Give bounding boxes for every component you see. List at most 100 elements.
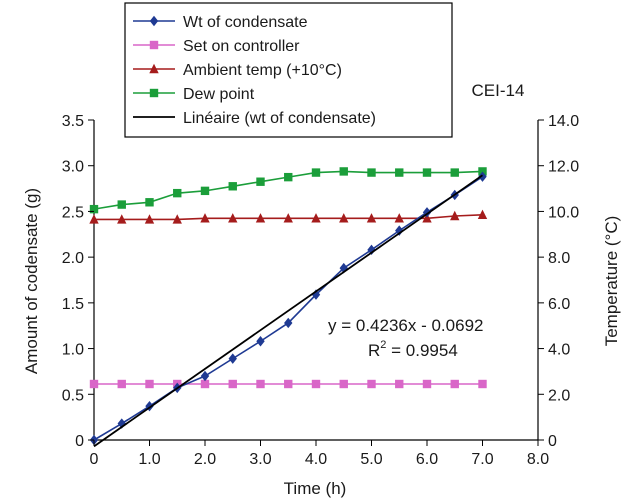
r-squared-value: = 0.9954 — [386, 341, 457, 360]
data-point — [367, 244, 376, 256]
data-point — [89, 379, 99, 389]
x-tick-label: 7.0 — [471, 451, 493, 468]
data-point — [284, 317, 293, 329]
data-point — [256, 336, 265, 347]
data-point — [200, 213, 210, 223]
data-point — [228, 379, 237, 389]
data-point — [228, 353, 237, 364]
data-point — [339, 167, 348, 176]
data-point — [145, 198, 154, 207]
data-point — [145, 400, 154, 412]
data-point — [89, 204, 99, 214]
data-point — [450, 168, 459, 177]
y-right-tick-label: 6.0 — [548, 296, 570, 313]
y-right-axis-title: Temperature (°C) — [602, 216, 621, 347]
legend-item: Set on controller — [133, 38, 300, 55]
series-3 — [89, 167, 487, 214]
data-point — [117, 379, 126, 389]
cei-label: CEI-14 — [472, 81, 525, 100]
data-point — [284, 379, 293, 389]
legend-item: Linéaire (wt of condensate) — [133, 110, 376, 127]
legend-swatch-marker — [149, 63, 159, 74]
legend-swatch-marker — [149, 15, 159, 27]
y-right-tick-label: 12.0 — [548, 159, 579, 176]
data-point — [89, 214, 99, 224]
y-right-tick-label: 8.0 — [548, 250, 570, 267]
data-point — [144, 214, 155, 224]
data-point — [311, 379, 321, 389]
data-point — [339, 213, 349, 223]
data-point — [284, 172, 293, 182]
data-point — [145, 379, 154, 389]
legend-label: Linéaire (wt of condensate) — [183, 110, 376, 127]
data-point — [395, 379, 404, 389]
data-point — [478, 167, 487, 176]
legend-label: Wt of condensate — [183, 14, 308, 31]
series-line — [93, 174, 484, 448]
fit-equation: y = 0.4236x - 0.0692 — [328, 316, 483, 335]
legend-label: Ambient temp (+10°C) — [183, 62, 342, 79]
data-point — [117, 214, 127, 224]
y-right-tick-label: 10.0 — [548, 204, 579, 221]
data-point — [394, 213, 404, 223]
y-right-tick-label: 2.0 — [548, 387, 570, 404]
y-left-tick-label: 1.0 — [62, 342, 84, 359]
x-tick-label: 5.0 — [360, 451, 382, 468]
x-tick-label: 8.0 — [527, 451, 549, 468]
data-point — [478, 171, 487, 182]
data-point — [256, 379, 265, 389]
x-tick-label: 1.0 — [138, 451, 160, 468]
y-right-tick-label: 0 — [548, 433, 557, 450]
legend-label: Dew point — [183, 86, 255, 103]
x-tick-label: 2.0 — [194, 451, 216, 468]
legend-label: Set on controller — [183, 38, 300, 55]
series-1 — [89, 379, 487, 389]
data-point — [422, 379, 432, 389]
y-left-tick-label: 1.5 — [62, 296, 84, 313]
data-point — [311, 213, 321, 223]
data-point — [228, 182, 237, 191]
data-point — [450, 379, 459, 389]
y-left-tick-label: 2.5 — [62, 204, 84, 221]
r-squared-exp: 2 — [380, 339, 386, 351]
series-layer — [89, 167, 488, 448]
data-point — [172, 214, 182, 224]
data-point — [477, 209, 488, 220]
y-left-tick-label: 3.0 — [62, 159, 84, 176]
legend-item: Dew point — [133, 86, 255, 103]
data-point — [367, 379, 376, 389]
data-point — [395, 168, 404, 177]
data-point — [311, 168, 321, 177]
data-point — [339, 379, 348, 389]
data-point — [478, 379, 487, 389]
data-point — [256, 177, 265, 186]
series-4 — [93, 174, 484, 448]
x-tick-label: 0 — [90, 451, 99, 468]
data-point — [173, 188, 182, 198]
data-point — [117, 200, 126, 209]
legend-box — [124, 2, 453, 138]
data-point — [255, 213, 266, 223]
y-left-tick-label: 0 — [75, 433, 84, 450]
plot-frame — [93, 120, 539, 441]
data-point — [422, 213, 432, 223]
data-point — [366, 213, 377, 223]
data-point — [367, 168, 376, 177]
y-left-tick-label: 2.0 — [62, 250, 84, 267]
legend: Wt of condensate Set on controller Ambient… — [124, 2, 453, 138]
data-point — [200, 379, 210, 389]
y-right-tick-label: 14.0 — [548, 113, 579, 130]
y-left-axis-title: Amount of codensate (g) — [22, 188, 41, 374]
data-point — [283, 213, 293, 223]
legend-item: Ambient temp (+10°C) — [133, 62, 342, 79]
y-left-tick-label: 3.5 — [62, 113, 84, 130]
y-left-tick-label: 0.5 — [62, 387, 84, 404]
y-right-tick-label: 4.0 — [548, 342, 570, 359]
r-squared-prefix: R — [368, 341, 380, 360]
data-point — [200, 370, 210, 382]
x-tick-label: 3.0 — [249, 451, 271, 468]
x-axis-title: Time (h) — [284, 479, 347, 498]
ticks-layer: 0 1.0 2.0 3.0 4.0 5.0 6.0 7.0 8.000.51.01.52.02.… — [62, 113, 579, 468]
x-tick-label: 4.0 — [305, 451, 327, 468]
